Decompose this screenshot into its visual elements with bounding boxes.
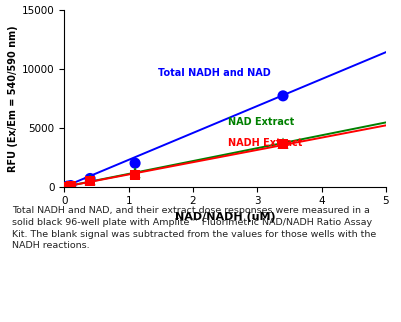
Point bbox=[132, 161, 138, 166]
Point bbox=[279, 93, 286, 99]
Point bbox=[87, 178, 93, 184]
X-axis label: NAD/NADH (uM): NAD/NADH (uM) bbox=[174, 212, 275, 222]
Text: Total NADH and NAD, and their extract dose responses were measured in a
solid bl: Total NADH and NAD, and their extract do… bbox=[12, 206, 375, 251]
Point bbox=[64, 184, 71, 189]
Point bbox=[132, 170, 138, 175]
Point bbox=[67, 184, 74, 189]
Point bbox=[67, 183, 74, 188]
Text: NAD Extract: NAD Extract bbox=[228, 117, 294, 127]
Point bbox=[279, 142, 286, 147]
Point bbox=[87, 177, 93, 182]
Text: Total NADH and NAD: Total NADH and NAD bbox=[157, 68, 269, 78]
Point bbox=[87, 176, 93, 181]
Point bbox=[132, 172, 138, 177]
Point bbox=[279, 140, 286, 146]
Point bbox=[64, 184, 71, 189]
Point bbox=[67, 184, 74, 189]
Y-axis label: RFU (Ex/Em = 540/590 nm): RFU (Ex/Em = 540/590 nm) bbox=[8, 25, 18, 172]
Point bbox=[64, 184, 71, 189]
Text: NADH Extract: NADH Extract bbox=[228, 138, 302, 148]
